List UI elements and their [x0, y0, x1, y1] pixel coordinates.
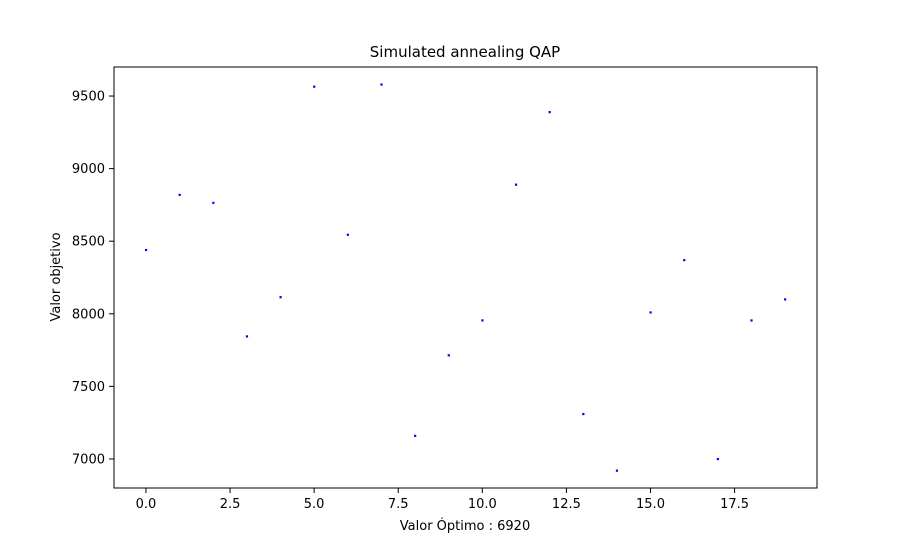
chart-title: Simulated annealing QAP — [370, 43, 560, 61]
x-tick-label: 7.5 — [388, 497, 409, 512]
data-point — [548, 111, 551, 114]
y-tick-label: 8500 — [72, 235, 105, 250]
x-axis: 0.0 2.5 5.0 7.5 10.0 12.5 15.0 17.5 — [136, 488, 749, 512]
data-point — [144, 248, 148, 252]
data-point — [514, 183, 518, 186]
data-point — [615, 469, 619, 472]
data-point — [582, 412, 585, 416]
data-point — [346, 233, 349, 236]
x-tick-label: 17.5 — [720, 497, 749, 512]
data-point — [380, 83, 383, 86]
data-point — [279, 296, 282, 299]
data-point — [716, 457, 719, 461]
data-point — [414, 434, 417, 437]
data-point — [683, 259, 686, 262]
x-tick-label: 10.0 — [468, 497, 497, 512]
data-points — [144, 83, 787, 472]
data-point — [245, 335, 249, 338]
data-point — [784, 298, 787, 301]
y-axis: 7000 7500 8000 8500 9000 9500 — [72, 90, 114, 467]
y-tick-label: 7500 — [72, 380, 105, 395]
y-tick-label: 7000 — [72, 452, 105, 467]
data-point — [481, 319, 484, 322]
data-point — [212, 201, 215, 204]
y-axis-label: Valor objetivo — [49, 232, 64, 321]
x-tick-label: 0.0 — [136, 497, 157, 512]
y-tick-label: 9000 — [72, 162, 105, 177]
x-tick-label: 15.0 — [636, 497, 665, 512]
data-point — [649, 311, 652, 314]
plot-area — [113, 66, 818, 489]
x-tick-label: 12.5 — [552, 497, 581, 512]
y-tick-label: 9500 — [72, 90, 105, 105]
axes-frame — [113, 66, 818, 489]
x-axis-label: Valor Óptimo : 6920 — [400, 518, 530, 534]
data-point — [750, 319, 753, 322]
data-point — [313, 85, 316, 88]
x-tick-label: 5.0 — [304, 497, 325, 512]
data-point — [447, 354, 450, 357]
data-point — [178, 193, 181, 196]
x-tick-label: 2.5 — [220, 497, 241, 512]
y-tick-label: 8000 — [72, 307, 105, 322]
